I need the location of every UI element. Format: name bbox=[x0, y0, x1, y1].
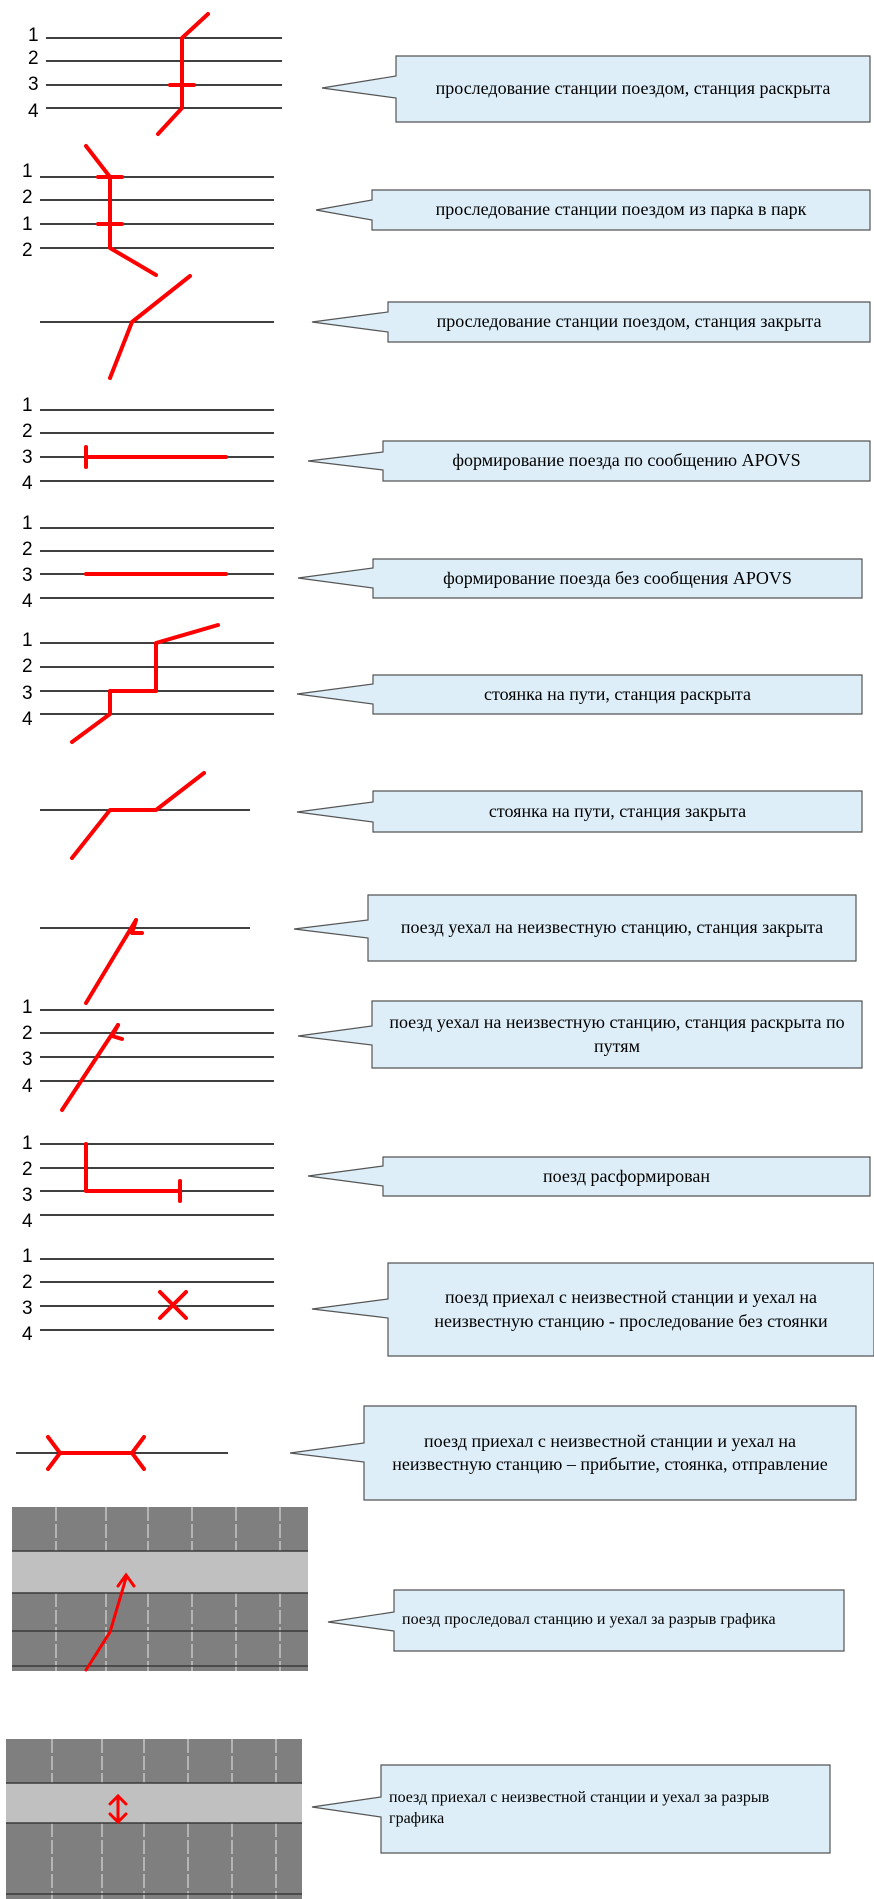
train-line-7 bbox=[70, 771, 206, 860]
track-number: 2 bbox=[22, 187, 33, 208]
track-number: 4 bbox=[22, 591, 33, 612]
callout-6 bbox=[296, 674, 863, 715]
train-line-13 bbox=[84, 1572, 136, 1672]
callout-text-12: поезд приехал с неизвестной станции и уе… bbox=[392, 1430, 828, 1474]
callout-5 bbox=[297, 558, 863, 599]
track-number: 1 bbox=[22, 513, 33, 534]
track-number: 1 bbox=[22, 630, 33, 651]
callout-text-14: поезд приехал с неизвестной станции и уе… bbox=[389, 1789, 770, 1827]
track-number: 2 bbox=[22, 656, 33, 677]
train-line-1 bbox=[156, 12, 210, 136]
track-number: 2 bbox=[22, 1023, 33, 1044]
track-number: 3 bbox=[22, 1049, 33, 1070]
track-number: 3 bbox=[22, 565, 33, 586]
track-lines bbox=[16, 37, 282, 1454]
track-number: 1 bbox=[22, 214, 33, 235]
callout-1 bbox=[321, 55, 871, 123]
grid-diagram-14 bbox=[6, 1739, 302, 1899]
callout-text-3: проследование станции поездом, станция з… bbox=[436, 311, 822, 332]
track-number: 1 bbox=[28, 25, 39, 46]
track-number: 2 bbox=[28, 48, 39, 69]
track-number: 2 bbox=[22, 539, 33, 560]
track-number: 3 bbox=[22, 683, 33, 704]
callout-text-4: формирование поезда по сообщению APOVS bbox=[452, 450, 801, 471]
callout-text-2: проследование станции поездом из парка в… bbox=[435, 199, 807, 220]
track-number: 1 bbox=[22, 1246, 33, 1267]
track-number: 4 bbox=[22, 1211, 33, 1232]
track-number: 2 bbox=[22, 421, 33, 442]
track-number: 1 bbox=[22, 161, 33, 182]
callouts bbox=[289, 55, 874, 1854]
track-number: 4 bbox=[22, 709, 33, 730]
track-number: 3 bbox=[22, 1185, 33, 1206]
track-number: 4 bbox=[22, 1076, 33, 1097]
callout-text-9: поезд уехал на неизвестную станцию, стан… bbox=[389, 1012, 845, 1056]
callout-14 bbox=[311, 1764, 831, 1854]
callout-text-6: стоянка на пути, станция раскрыта bbox=[483, 683, 752, 704]
track-number: 1 bbox=[22, 1133, 33, 1154]
callout-text-11: поезд приехал с неизвестной станции и уе… bbox=[434, 1287, 828, 1331]
track-number: 2 bbox=[22, 1272, 33, 1293]
callout-13 bbox=[327, 1589, 845, 1652]
track-number: 3 bbox=[22, 447, 33, 468]
train-line-10 bbox=[84, 1142, 182, 1193]
callout-3 bbox=[311, 301, 871, 343]
callout-7 bbox=[296, 790, 863, 833]
track-number: 4 bbox=[22, 1324, 33, 1345]
track-number: 4 bbox=[22, 473, 33, 494]
track-number: 1 bbox=[22, 997, 33, 1018]
train-line-6 bbox=[70, 623, 220, 744]
callout-4 bbox=[307, 440, 871, 482]
callout-text-10: поезд расформирован bbox=[542, 1165, 710, 1186]
train-line-3 bbox=[108, 274, 192, 380]
train-line-9 bbox=[60, 1023, 120, 1112]
train-line-2 bbox=[84, 144, 158, 277]
track-labels: 1 2 3 4 1 2 1 2 1 2 3 4 1 2 3 4 1 2 3 4 … bbox=[22, 25, 39, 1345]
train-line-8 bbox=[84, 918, 138, 1005]
train-line-14 bbox=[108, 1793, 128, 1825]
callout-8 bbox=[293, 894, 857, 962]
callout-text-7: стоянка на пути, станция закрыта bbox=[488, 800, 747, 821]
callout-text-1: проследование станции поездом, станция р… bbox=[435, 78, 831, 99]
track-number: 3 bbox=[22, 1298, 33, 1319]
callout-text-5: формирование поезда без сообщения APOVS bbox=[443, 567, 792, 588]
callout-2 bbox=[315, 189, 871, 231]
callout-12 bbox=[289, 1405, 857, 1501]
callout-11 bbox=[311, 1262, 874, 1357]
callout-text-13: поезд проследовал станцию и уехал за раз… bbox=[402, 1611, 776, 1629]
callout-9 bbox=[297, 1000, 863, 1069]
track-number: 1 bbox=[22, 395, 33, 416]
callout-10 bbox=[307, 1156, 871, 1197]
grid-diagram-13 bbox=[12, 1507, 308, 1672]
train-lines bbox=[46, 12, 228, 1471]
callout-text-8: поезд уехал на неизвестную станцию, стан… bbox=[400, 917, 824, 938]
track-number: 4 bbox=[28, 101, 39, 122]
track-number: 2 bbox=[22, 1159, 33, 1180]
track-number: 3 bbox=[28, 74, 39, 95]
track-number: 2 bbox=[22, 240, 33, 261]
